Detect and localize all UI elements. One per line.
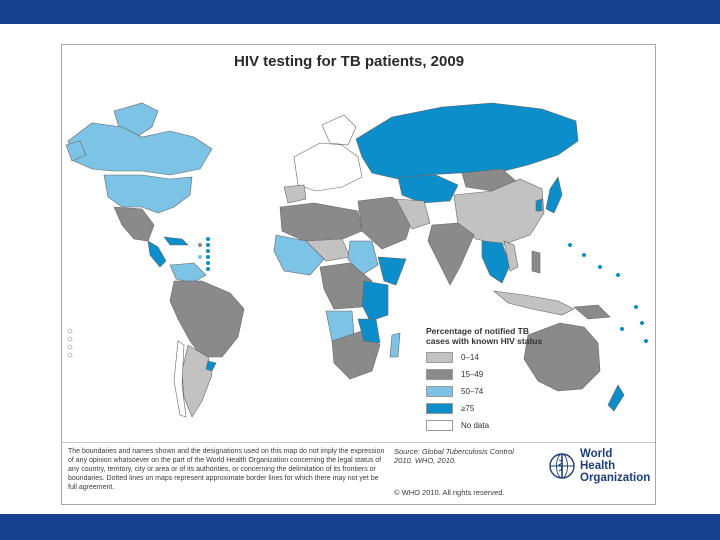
legend-swatch [426, 420, 453, 431]
map-legend: Percentage of notified TB cases with kno… [426, 326, 586, 435]
region-philippines [531, 250, 541, 274]
region-india [427, 222, 475, 286]
region-brazil [169, 280, 245, 358]
who-name: World Health Organization [580, 448, 651, 484]
region-southeast-asia [481, 240, 511, 284]
region-vietnam [503, 240, 519, 272]
legend-label: ≥75 [461, 404, 475, 413]
legend-swatch [426, 403, 453, 414]
map-disclaimer: The boundaries and names shown and the d… [68, 448, 385, 491]
region-north-africa [279, 202, 363, 242]
legend-title: Percentage of notified TB cases with kno… [426, 326, 543, 346]
region-mozambique [357, 318, 381, 344]
region-png [573, 304, 611, 320]
region-iran [395, 198, 431, 230]
map-source: Source: Global Tuberculosis Control 2010… [394, 447, 514, 465]
legend-item: 15–49 [426, 367, 586, 382]
map-title: HIV testing for TB patients, 2009 [234, 53, 465, 70]
legend-item: 0–14 [426, 350, 586, 365]
region-korea [535, 198, 543, 212]
legend-swatch [426, 386, 453, 397]
region-russia [355, 102, 579, 180]
region-uruguay [205, 360, 217, 372]
region-usa [103, 174, 193, 214]
region-caribbean [163, 236, 189, 246]
legend-label: 50–74 [461, 387, 484, 396]
region-mexico [113, 206, 155, 242]
region-central-africa [319, 262, 373, 310]
legend-item: 50–74 [426, 384, 586, 399]
region-new-zealand [607, 384, 625, 412]
legend-swatch [426, 369, 453, 380]
region-scandinavia [321, 114, 357, 146]
region-japan [545, 176, 563, 214]
top-banner [0, 0, 720, 24]
small-states-left [67, 328, 73, 358]
region-central-asia [397, 174, 459, 204]
region-indonesia [493, 290, 575, 316]
region-chile [173, 340, 187, 418]
legend-item: No data [426, 418, 586, 433]
region-sudan [347, 240, 379, 276]
region-east-africa [361, 280, 389, 322]
map-copyright: © WHO 2010. All rights reserved. [394, 488, 505, 497]
region-central-america [147, 240, 167, 268]
region-venezuela [169, 262, 207, 284]
region-alaska [65, 140, 87, 162]
legend-label: No data [461, 421, 490, 430]
legend-item: ≥75 [426, 401, 586, 416]
region-horn-of-africa [377, 256, 407, 286]
who-emblem-icon [549, 453, 575, 479]
bottom-banner [0, 514, 720, 540]
region-canada [67, 122, 213, 176]
legend-label: 0–14 [461, 353, 479, 362]
region-iberia [283, 184, 307, 204]
caribbean-callout [198, 237, 210, 271]
region-australia [523, 322, 601, 392]
pacific-islands [568, 243, 648, 343]
region-madagascar [389, 332, 401, 358]
who-logo: World Health Organization [548, 448, 650, 484]
world-map [65, 102, 648, 418]
region-europe [293, 142, 363, 192]
legend-label: 15–49 [461, 370, 484, 379]
legend-swatch [426, 352, 453, 363]
footer-divider [62, 442, 655, 443]
map-figure: HIV testing for TB patients, 2009 [61, 44, 656, 505]
